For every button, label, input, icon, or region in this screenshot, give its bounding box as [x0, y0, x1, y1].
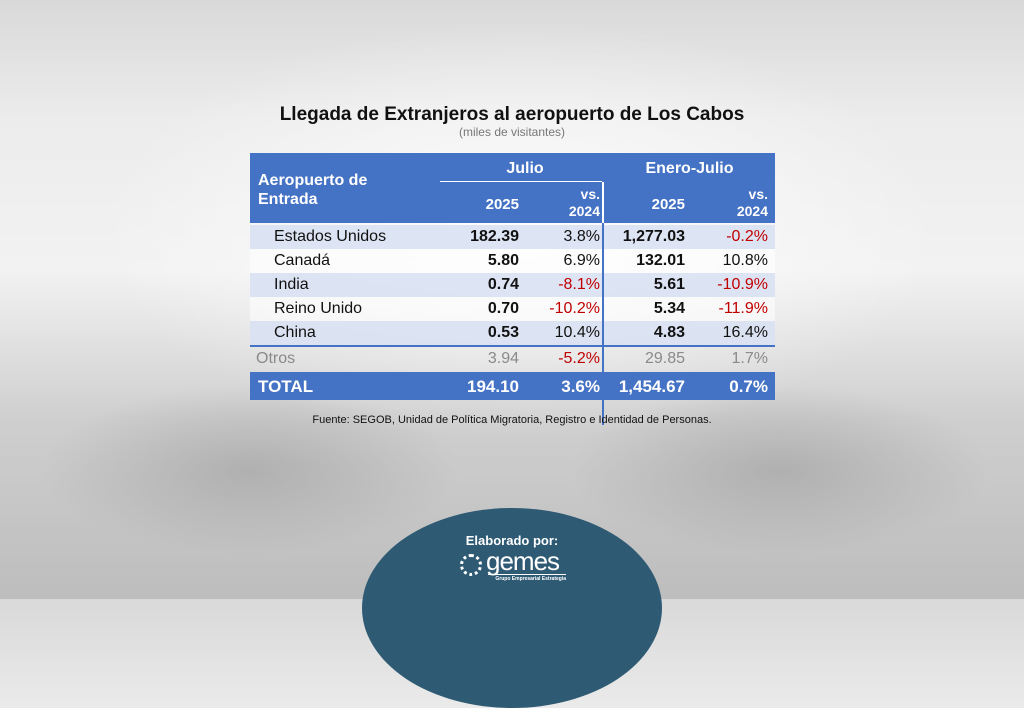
julio-value: 182.39 — [470, 228, 519, 245]
col-header-ej-2025: 2025 — [651, 196, 685, 213]
row-name: China — [274, 324, 316, 341]
logo-tagline: Grupo Empresarial Estrategia — [488, 574, 566, 582]
header-column-divider — [602, 182, 604, 223]
table-row-total: TOTAL 194.10 3.6% 1,454.67 0.7% — [250, 372, 775, 400]
julio-value: 5.80 — [487, 252, 519, 269]
ej-change: -0.2% — [726, 228, 768, 245]
ej-change: 10.8% — [722, 252, 768, 269]
julio-change: 3.6% — [561, 377, 600, 396]
row-name: Estados Unidos — [274, 228, 387, 245]
ej-value: 4.83 — [653, 324, 685, 341]
source-note: Fuente: SEGOB, Unidad de Política Migrat… — [312, 414, 712, 426]
ej-value: 29.85 — [644, 350, 685, 367]
ej-change: 0.7% — [729, 377, 768, 396]
row-name: India — [274, 276, 309, 293]
ej-value: 1,277.03 — [622, 228, 685, 245]
ej-change: -10.9% — [717, 276, 768, 293]
table-row-otros: Otros 3.94 -5.2% 29.85 1.7% — [250, 345, 775, 371]
row-name: Otros — [256, 350, 296, 367]
ej-value: 5.61 — [653, 276, 685, 293]
elaborado-label: Elaborado por: — [465, 533, 559, 548]
ej-value: 1,454.67 — [618, 377, 685, 396]
group-header-enero-julio: Enero-Julio — [645, 160, 734, 177]
julio-change: -5.2% — [558, 350, 600, 367]
table-row: China 0.53 10.4% 4.83 16.4% — [250, 321, 775, 345]
row-name: Canadá — [274, 252, 331, 269]
col-header-julio-2025: 2025 — [485, 196, 519, 213]
table-row: Estados Unidos 182.39 3.8% 1,277.03 -0.2% — [250, 225, 775, 249]
page-subtitle: (miles de visitantes) — [458, 125, 566, 139]
ej-value: 132.01 — [636, 252, 685, 269]
arrivals-table: Aeropuerto de Entrada Julio Enero-Julio … — [250, 153, 775, 425]
row-name: Reino Unido — [274, 300, 363, 317]
julio-value: 0.74 — [487, 276, 519, 293]
table-header: Aeropuerto de Entrada Julio Enero-Julio … — [250, 153, 775, 223]
group-header-julio: Julio — [506, 160, 544, 177]
col-header-julio-vs: vs. 2024 — [568, 186, 600, 219]
julio-change: 3.8% — [563, 228, 600, 245]
julio-change: 6.9% — [563, 252, 600, 269]
ej-change: 1.7% — [731, 350, 768, 367]
gemes-logo: gemes Grupo Empresarial Estrategia — [458, 546, 568, 582]
table-row: India 0.74 -8.1% 5.61 -10.9% — [250, 273, 775, 297]
julio-change: 10.4% — [554, 324, 600, 341]
ej-change: -11.9% — [718, 300, 768, 317]
col-header-ej-vs: vs. 2024 — [736, 186, 768, 219]
logo-word: gemes — [486, 546, 560, 576]
col-header-airport: Aeropuerto de Entrada — [258, 172, 368, 208]
ej-change: 16.4% — [722, 324, 768, 341]
row-name: TOTAL — [258, 377, 314, 396]
julio-value: 194.10 — [467, 377, 519, 396]
table-row: Reino Unido 0.70 -10.2% 5.34 -11.9% — [250, 297, 775, 321]
julio-change: -10.2% — [549, 300, 600, 317]
column-divider — [602, 182, 604, 425]
julio-value: 0.53 — [487, 324, 519, 341]
table-row: Canadá 5.80 6.9% 132.01 10.8% — [250, 249, 775, 273]
page-title: Llegada de Extranjeros al aeropuerto de … — [279, 104, 745, 125]
julio-change: -8.1% — [558, 276, 600, 293]
julio-value: 3.94 — [487, 350, 519, 367]
julio-value: 0.70 — [487, 300, 519, 317]
ej-value: 5.34 — [653, 300, 685, 317]
logo-dots-icon — [460, 554, 482, 576]
